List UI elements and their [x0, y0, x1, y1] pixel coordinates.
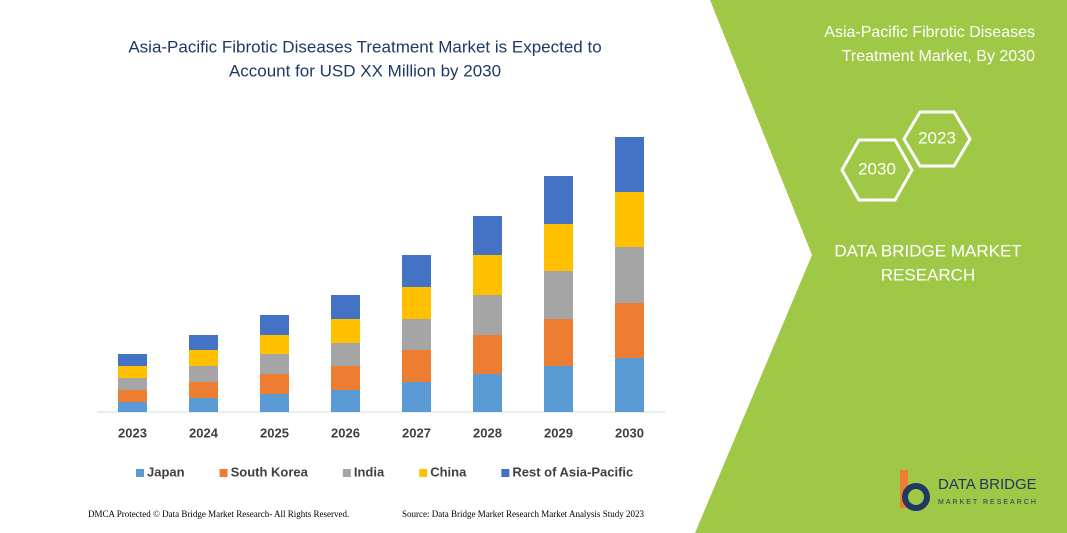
bar-segment — [615, 303, 644, 358]
brand-text: DATA BRIDGE MARKET — [834, 241, 1021, 260]
legend-swatch — [419, 469, 428, 477]
side-panel-bg — [695, 0, 1067, 533]
brand-text: RESEARCH — [881, 265, 975, 284]
legend-swatch — [136, 469, 144, 477]
bar-segment — [189, 366, 218, 382]
bar-segment — [473, 255, 502, 295]
bar-segment — [473, 295, 502, 335]
bar-segment — [331, 390, 360, 412]
logo-text: DATA BRIDGE — [938, 476, 1037, 493]
bar-segment — [402, 382, 431, 412]
bar-segment — [544, 271, 573, 319]
bar-segment — [615, 358, 644, 412]
legend-swatch — [342, 469, 351, 477]
chart-title: Asia-Pacific Fibrotic Diseases Treatment… — [128, 37, 601, 56]
bar-segment — [615, 247, 644, 303]
bar-segment — [402, 350, 431, 382]
chart-title: Account for USD XX Million by 2030 — [229, 61, 501, 80]
hexagon — [902, 110, 972, 168]
bar-segment — [260, 335, 289, 354]
bar-segment — [544, 224, 573, 271]
bar-segment — [260, 394, 289, 412]
logo: DATA BRIDGE MARKET RESEARCH — [900, 470, 1038, 511]
bar-segment — [615, 137, 644, 192]
x-tick-label: 2027 — [402, 425, 431, 440]
bar-segment — [331, 295, 360, 319]
bar-segment — [331, 319, 360, 343]
legend-label: China — [430, 464, 467, 479]
x-tick-label: 2026 — [331, 425, 360, 440]
x-tick-label: 2028 — [473, 425, 502, 440]
bar-segment — [189, 398, 218, 412]
bar-segment — [473, 374, 502, 412]
bar-segment — [402, 255, 431, 287]
logo-icon — [900, 470, 908, 508]
bar-segment — [544, 176, 573, 224]
bar-segment — [402, 319, 431, 350]
bar-segment — [118, 390, 147, 402]
panel-title: Treatment Market, By 2030 — [842, 48, 1035, 65]
legend-swatch — [501, 469, 510, 477]
logo-icon — [902, 483, 930, 511]
logo-text: MARKET RESEARCH — [938, 499, 1038, 506]
x-tick-label: 2029 — [544, 425, 573, 440]
bar-segment — [260, 315, 289, 335]
bar-segment — [189, 382, 218, 398]
bar-segment — [189, 335, 218, 350]
bar-segment — [615, 192, 644, 247]
bar-segment — [118, 402, 147, 412]
hexagon — [840, 138, 914, 202]
bar-segment — [260, 354, 289, 374]
bar-segment — [118, 354, 147, 366]
hexagon-label: 2023 — [918, 128, 956, 147]
legend-swatch — [219, 469, 228, 477]
footer-right: Source: Data Bridge Market Research Mark… — [402, 509, 644, 519]
x-tick-label: 2024 — [189, 425, 219, 440]
bar-segment — [118, 378, 147, 390]
bar-segment — [331, 343, 360, 366]
bar-segment — [544, 319, 573, 366]
bar-segment — [544, 366, 573, 412]
bar-segment — [473, 335, 502, 374]
hexagon-label: 2030 — [858, 159, 896, 178]
legend-label: Rest of Asia-Pacific — [512, 464, 633, 479]
x-tick-label: 2025 — [260, 425, 289, 440]
bar-segment — [402, 287, 431, 319]
legend-label: Japan — [147, 464, 185, 479]
legend-label: South Korea — [231, 464, 309, 479]
bar-segment — [118, 366, 147, 378]
panel-title: Asia-Pacific Fibrotic Diseases — [824, 24, 1035, 41]
bar-segment — [260, 374, 289, 394]
x-tick-label: 2030 — [615, 425, 644, 440]
bar-segment — [189, 350, 218, 366]
bar-segment — [331, 366, 360, 390]
x-tick-label: 2023 — [118, 425, 147, 440]
legend-label: India — [354, 464, 385, 479]
bar-segment — [473, 216, 502, 255]
footer-left: DMCA Protected © Data Bridge Market Rese… — [88, 509, 349, 519]
